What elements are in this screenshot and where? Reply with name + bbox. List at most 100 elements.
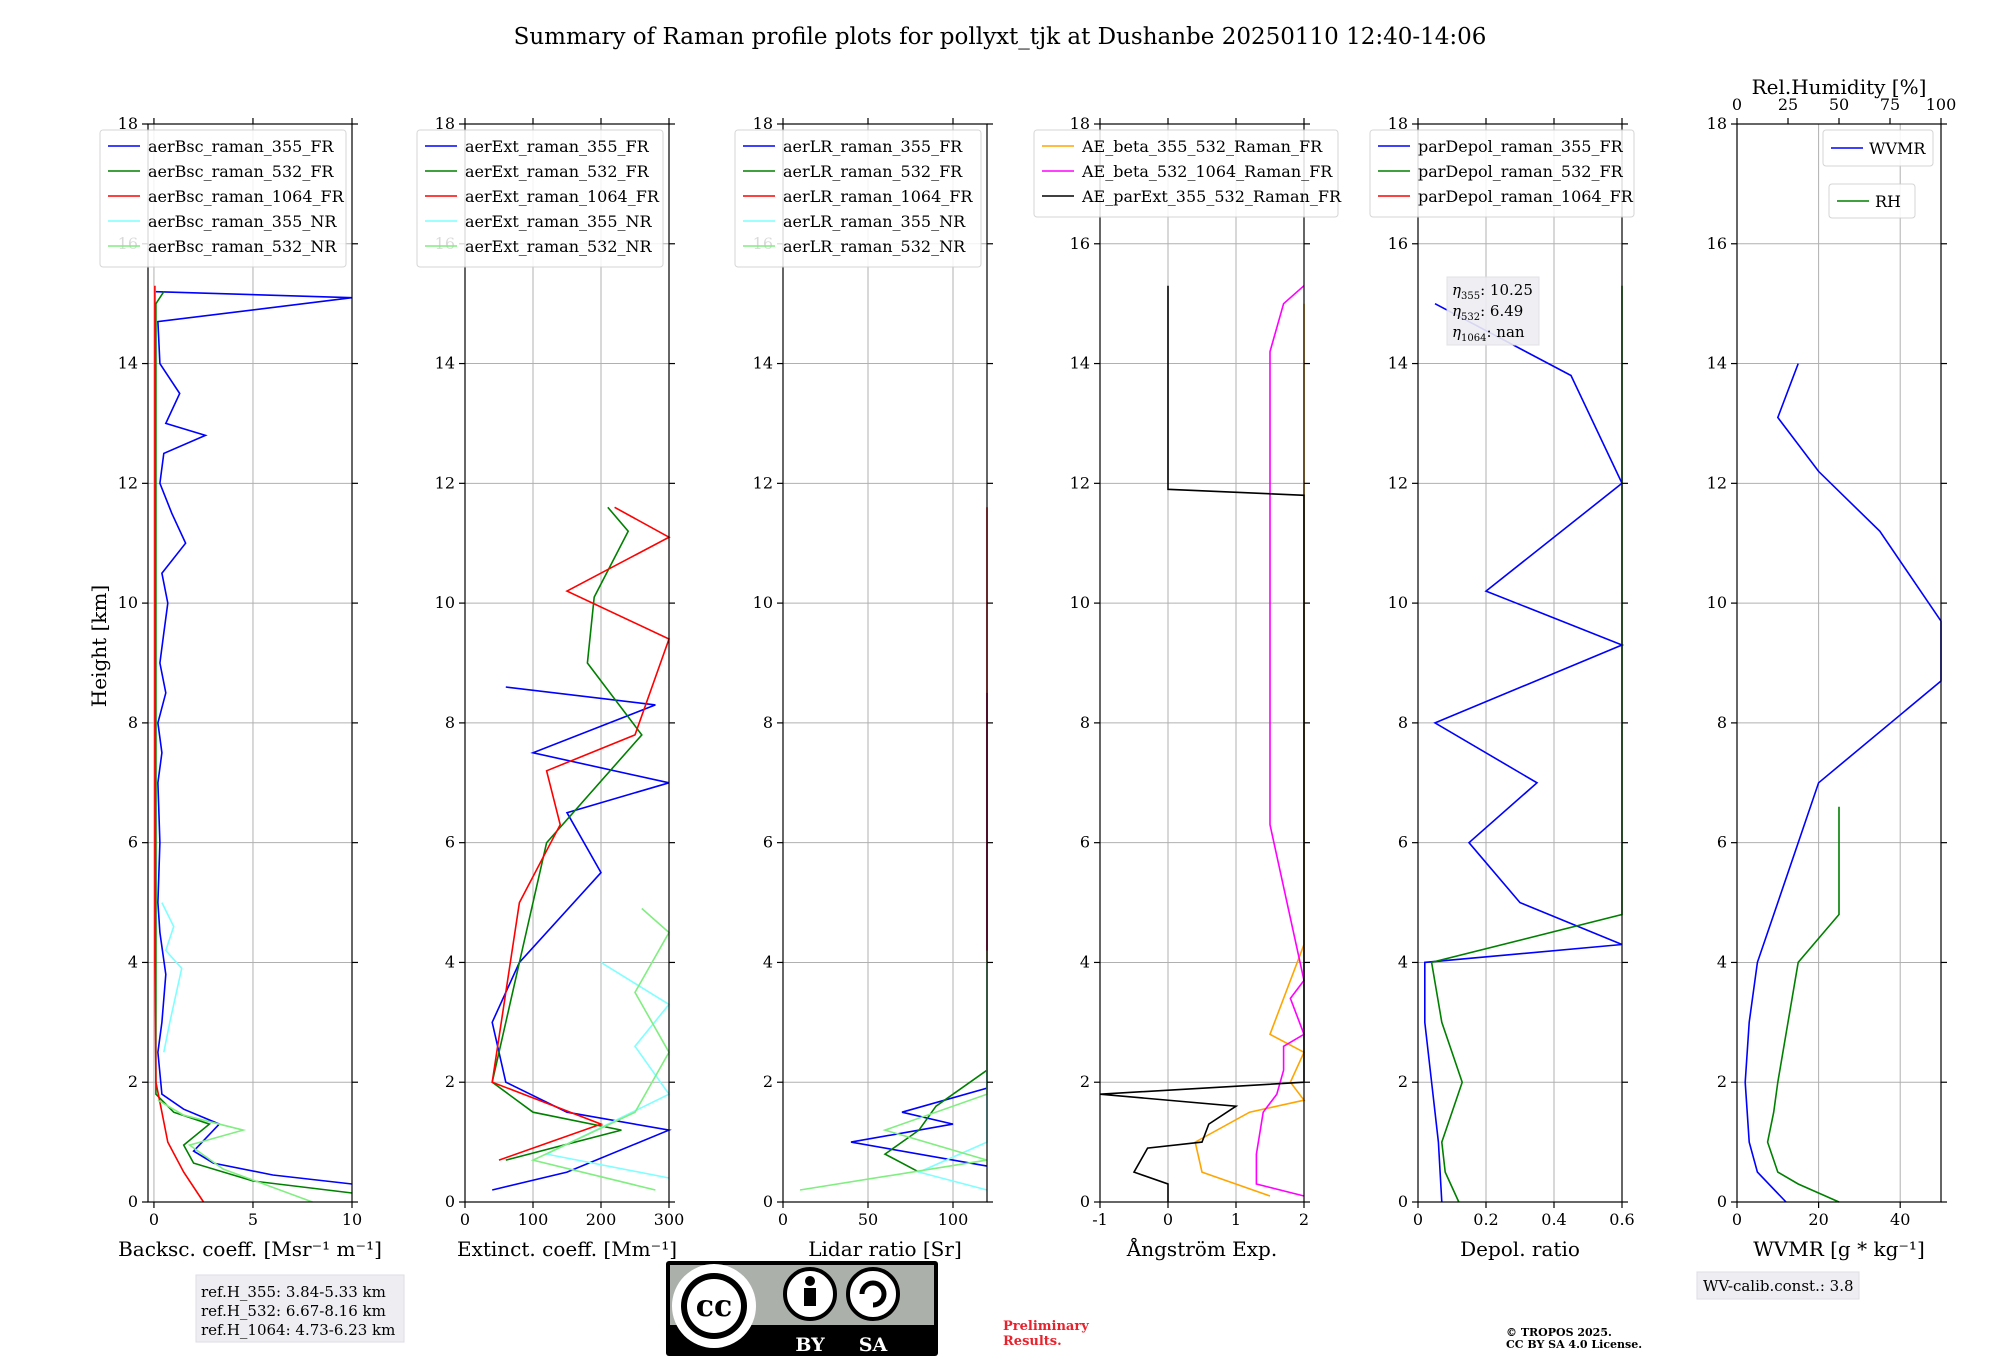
legend-lr: aerLR_raman_355_FR aerLR_raman_532_FR aerL… xyxy=(734,129,982,268)
y-tick-label: 2 xyxy=(763,1072,773,1091)
y-axis-label: Height [km] xyxy=(87,585,111,707)
x-tick-label: 0 xyxy=(460,1210,470,1229)
y-tick-label: 18 xyxy=(1388,114,1408,133)
x-tick-label: 2 xyxy=(1299,1210,1309,1229)
series-aerLR_raman_355_FR xyxy=(850,692,988,1167)
legend-label: aerExt_raman_355_NR xyxy=(465,212,653,231)
svg-text:η532: 6.49: η532: 6.49 xyxy=(1452,302,1523,323)
y-tick-label: 0 xyxy=(445,1192,455,1211)
series-aerBsc_raman_355_FR xyxy=(155,290,353,1185)
series-AE_beta_532_1064_Raman_FR xyxy=(1255,285,1305,1197)
legend-box xyxy=(734,129,982,268)
legend-box-2 xyxy=(1828,183,1916,219)
series-aerExt_raman_1064_FR xyxy=(491,506,671,1161)
series-AE_beta_355_532_Raman_FR xyxy=(1194,303,1306,1197)
legend-label: aerLR_raman_355_FR xyxy=(783,137,963,156)
x-tick-label: 0 xyxy=(1163,1210,1173,1229)
y-tick-label: 6 xyxy=(128,833,138,852)
y-tick-label: 14 xyxy=(1707,354,1727,373)
legend-box xyxy=(416,129,664,268)
legend-ext: aerExt_raman_355_FR aerExt_raman_532_FRae… xyxy=(416,129,664,268)
legend-box xyxy=(1033,129,1339,218)
legend-bsc: aerBsc_raman_355_FR aerBsc_raman_532_FRae… xyxy=(99,129,347,268)
eta-box: η355: 10.25 η532: 6.49 η1064: nan xyxy=(1446,276,1540,346)
x2-axis-label: Rel.Humidity [%] xyxy=(1752,75,1927,99)
series-AE_parExt_355_532_Raman_FR xyxy=(1099,285,1305,1202)
x-tick-label: 0.6 xyxy=(1609,1210,1634,1229)
x-tick-label: 0 xyxy=(149,1210,159,1229)
preliminary-note-2: Results. xyxy=(1003,1334,1062,1349)
y-tick-label: 14 xyxy=(753,354,773,373)
x-axis-label: Lidar ratio [Sr] xyxy=(808,1237,962,1261)
plot-frame xyxy=(147,123,353,1203)
x2-tick-label: 75 xyxy=(1880,95,1900,114)
legend-label: AE_parExt_355_532_Raman_FR xyxy=(1081,187,1342,206)
x-axis-label: Ångström Exp. xyxy=(1126,1236,1277,1261)
legend-label: aerBsc_raman_355_NR xyxy=(148,212,337,231)
series-aerBsc_raman_532_NR xyxy=(157,1099,313,1203)
y-tick-label: 2 xyxy=(128,1072,138,1091)
copyright-line-1: © TROPOS 2025. xyxy=(1506,1326,1612,1339)
x-tick-label: 0 xyxy=(778,1210,788,1229)
y-tick-label: 8 xyxy=(763,713,773,732)
y-tick-label: 8 xyxy=(1717,713,1727,732)
y-tick-label: 14 xyxy=(1070,354,1090,373)
x-axis-label: Depol. ratio xyxy=(1460,1237,1580,1261)
legend-label: aerBsc_raman_532_NR xyxy=(148,237,337,256)
ref-h-1064: ref.H_1064: 4.73-6.23 km xyxy=(201,1321,395,1339)
license-by-label: BY xyxy=(795,1334,825,1356)
x-tick-label: 0 xyxy=(1732,1210,1742,1229)
panels: 0246810121416180510Backsc. coeff. [Msr⁻¹… xyxy=(99,75,1957,1261)
x2-tick-label: 25 xyxy=(1778,95,1798,114)
wv-calib-box: WV-calib.const.: 3.8 xyxy=(1696,1271,1860,1300)
x2-tick-label: 0 xyxy=(1732,95,1742,114)
license-sa-label: SA xyxy=(859,1334,888,1356)
x-tick-label: 100 xyxy=(938,1210,969,1229)
share-alike-icon xyxy=(846,1267,900,1321)
y-tick-label: 10 xyxy=(435,593,455,612)
y-tick-label: 8 xyxy=(128,713,138,732)
y-tick-label: 12 xyxy=(1070,473,1090,492)
legend-label: aerBsc_raman_532_FR xyxy=(148,162,334,181)
y-tick-label: 18 xyxy=(1070,114,1090,133)
series-aerExt_raman_532_FR xyxy=(491,506,643,1161)
legend-label: parDepol_raman_1064_FR xyxy=(1418,187,1634,206)
y-tick-label: 12 xyxy=(753,473,773,492)
y-tick-label: 12 xyxy=(435,473,455,492)
plot-frame xyxy=(1736,123,1942,1203)
x-tick-label: 5 xyxy=(248,1210,258,1229)
y-tick-label: 12 xyxy=(118,473,138,492)
legend-label: AE_beta_355_532_Raman_FR xyxy=(1081,137,1323,156)
x-tick-label: 0 xyxy=(1413,1210,1423,1229)
y-tick-label: 10 xyxy=(1070,593,1090,612)
cc-icon: cc xyxy=(696,1289,733,1324)
x-tick-label: 1 xyxy=(1231,1210,1241,1229)
x-tick-label: 0.4 xyxy=(1541,1210,1566,1229)
x2-tick-label: 100 xyxy=(1926,95,1957,114)
y-tick-label: 10 xyxy=(118,593,138,612)
y-tick-label: 8 xyxy=(1398,713,1408,732)
y-tick-label: 12 xyxy=(1707,473,1727,492)
x-tick-label: -1 xyxy=(1092,1210,1108,1229)
x-axis-label: Backsc. coeff. [Msr⁻¹ m⁻¹] xyxy=(118,1237,382,1261)
legend-label: aerExt_raman_532_NR xyxy=(465,237,653,256)
y-tick-label: 2 xyxy=(1398,1072,1408,1091)
svg-text:η1064: nan: η1064: nan xyxy=(1452,323,1525,344)
preliminary-note-1: Preliminary xyxy=(1003,1319,1089,1334)
legend-box xyxy=(99,129,347,268)
svg-text:η355: 10.25: η355: 10.25 xyxy=(1452,281,1533,302)
y-tick-label: 0 xyxy=(128,1192,138,1211)
plot-frame xyxy=(464,123,670,1203)
panel-bsc: 0246810121416180510Backsc. coeff. [Msr⁻¹… xyxy=(99,114,382,1261)
y-tick-label: 10 xyxy=(1388,593,1408,612)
x-tick-label: 200 xyxy=(586,1210,617,1229)
eta-355: η355: 10.25 xyxy=(1452,281,1533,302)
legend-label: aerExt_raman_1064_FR xyxy=(465,187,660,206)
series-RH xyxy=(1766,806,1840,1203)
y-tick-label: 6 xyxy=(445,833,455,852)
y-tick-label: 0 xyxy=(1717,1192,1727,1211)
x-tick-label: 100 xyxy=(518,1210,549,1229)
y-tick-label: 8 xyxy=(1080,713,1090,732)
legend-label: aerBsc_raman_355_FR xyxy=(148,137,334,156)
y-tick-label: 0 xyxy=(1080,1192,1090,1211)
